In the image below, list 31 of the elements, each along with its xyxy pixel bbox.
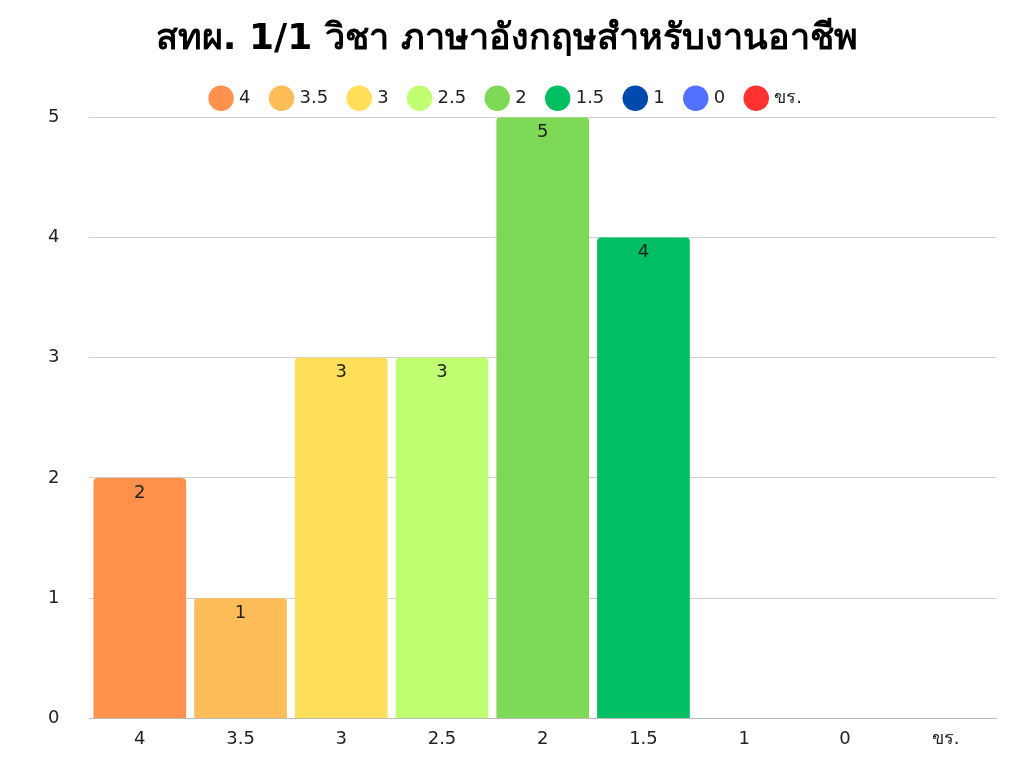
legend-label: ขร. [774,85,802,107]
y-tick-label: 3 [48,345,60,367]
y-tick-label: 4 [48,225,60,247]
data-label: 3 [335,360,347,382]
data-label: 3 [436,360,448,382]
legend-label: 3 [377,85,389,107]
legend-label: 1 [653,85,665,107]
data-label: 4 [637,240,650,262]
legend-label: 0 [713,85,726,107]
x-tick-label: 1.5 [629,726,658,748]
y-tick-label: 5 [48,104,60,126]
y-tick-label: 1 [48,585,60,607]
x-tick-label: 3 [335,726,347,748]
y-tick-label: 0 [48,706,60,728]
data-label: 1 [234,600,247,622]
x-tick-label: 3.5 [226,726,255,748]
x-tick-label: 2 [537,726,549,748]
x-tick-label: 2.5 [427,726,457,748]
legend-label: 3.5 [299,85,329,107]
chart-title: สทผ. 1/1 วิชา ภาษาอังกฤษสำหรับงานอาชีพ [155,15,859,57]
legend-label: 2.5 [437,85,467,107]
legend-label: 2 [515,85,527,107]
y-tick-label: 2 [48,465,60,487]
x-tick-label: ขร. [931,726,960,748]
data-label: 2 [134,480,146,502]
legend-label: 4 [239,85,251,107]
data-label: 5 [537,119,549,141]
x-tick-label: 1 [738,726,750,748]
x-tick-label: 0 [839,726,851,748]
legend-label: 1.5 [575,85,605,107]
x-tick-label: 4 [134,726,146,748]
